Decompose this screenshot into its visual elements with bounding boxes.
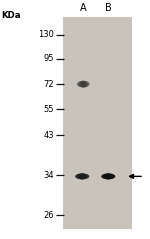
Text: B: B	[105, 3, 111, 13]
Text: 95: 95	[44, 54, 54, 63]
Text: 26: 26	[43, 211, 54, 220]
Text: 55: 55	[44, 105, 54, 114]
Ellipse shape	[103, 174, 113, 179]
Ellipse shape	[81, 81, 86, 87]
Text: 43: 43	[43, 130, 54, 140]
Text: 72: 72	[43, 80, 54, 89]
Ellipse shape	[101, 174, 116, 179]
Text: KDa: KDa	[2, 11, 21, 20]
Ellipse shape	[77, 81, 90, 87]
Ellipse shape	[79, 174, 85, 179]
Ellipse shape	[75, 174, 89, 179]
Ellipse shape	[79, 81, 88, 87]
Text: A: A	[80, 3, 87, 13]
Text: 34: 34	[43, 171, 54, 180]
Text: 130: 130	[38, 30, 54, 39]
Ellipse shape	[105, 174, 111, 179]
Bar	[63, 17, 132, 229]
Ellipse shape	[77, 174, 87, 179]
